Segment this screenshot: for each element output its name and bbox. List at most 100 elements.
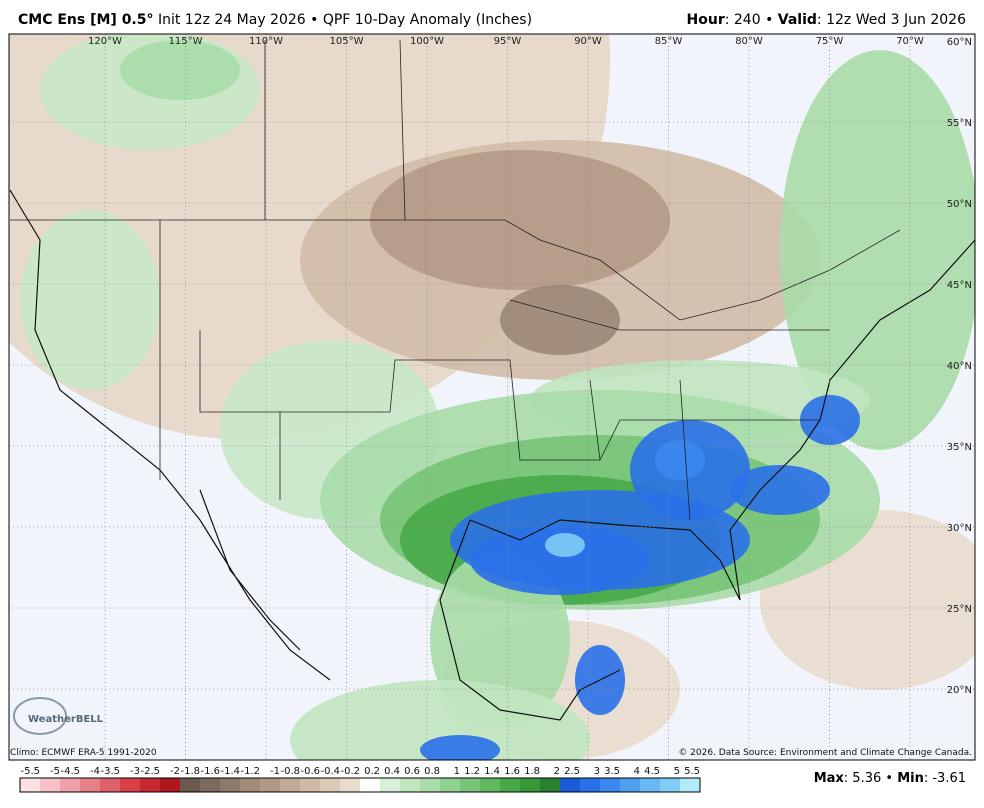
latitude-label: 50°N bbox=[947, 199, 972, 210]
title-part: Max bbox=[813, 771, 844, 786]
colorbar-label: -2.5 bbox=[140, 766, 160, 777]
colorbar-label: 1.6 bbox=[504, 766, 520, 777]
latitude-label: 55°N bbox=[947, 118, 972, 129]
colorbar-swatch bbox=[320, 778, 340, 792]
longitude-label: 115°W bbox=[169, 36, 203, 47]
colorbar-label: -5.5 bbox=[20, 766, 40, 777]
anomaly-area bbox=[800, 395, 860, 445]
colorbar-label: -4.5 bbox=[60, 766, 80, 777]
longitude-label: 80°W bbox=[735, 36, 763, 47]
colorbar-frame bbox=[19, 777, 701, 793]
colorbar-swatch bbox=[240, 778, 260, 792]
colorbar-label: -1.6 bbox=[200, 766, 220, 777]
latitude-label: 25°N bbox=[947, 604, 972, 615]
colorbar-swatch bbox=[120, 778, 140, 792]
colorbar-label: -1.2 bbox=[240, 766, 260, 777]
colorbar-label: 3.5 bbox=[604, 766, 620, 777]
colorbar-label: 3 bbox=[594, 766, 600, 777]
colorbar-label: 0.6 bbox=[404, 766, 420, 777]
colorbar-swatch bbox=[60, 778, 80, 792]
climo-note: Climo: ECMWF ERA-5 1991-2020 bbox=[10, 748, 157, 758]
anomaly-area bbox=[730, 465, 830, 515]
colorbar-label: -0.8 bbox=[280, 766, 300, 777]
colorbar-swatch bbox=[300, 778, 320, 792]
anomaly-area bbox=[780, 50, 975, 450]
anomaly-area bbox=[420, 735, 500, 760]
colorbar-swatch bbox=[40, 778, 60, 792]
colorbar-swatch bbox=[480, 778, 500, 792]
colorbar-swatch bbox=[440, 778, 460, 792]
colorbar-swatch bbox=[280, 778, 300, 792]
anomaly-area bbox=[20, 210, 160, 390]
colorbar-swatch bbox=[520, 778, 540, 792]
colorbar-label: -2 bbox=[170, 766, 180, 777]
stats: Max: 5.36 • Min: -3.61 bbox=[814, 771, 966, 786]
colorbar-label: 4.5 bbox=[644, 766, 660, 777]
title-part: : 12z Wed 3 Jun 2026 bbox=[816, 12, 966, 28]
longitude-label: 100°W bbox=[410, 36, 444, 47]
colorbar-swatch bbox=[180, 778, 200, 792]
colorbar-swatch bbox=[100, 778, 120, 792]
colorbar-label: -4 bbox=[90, 766, 100, 777]
copyright: © 2026. Data Source: Environment and Cli… bbox=[678, 748, 972, 758]
latitude-label: 30°N bbox=[947, 523, 972, 534]
colorbar-swatch bbox=[200, 778, 220, 792]
colorbar-label: 0.2 bbox=[364, 766, 380, 777]
colorbar-label: 1.8 bbox=[524, 766, 540, 777]
logo: WeatherBELL bbox=[28, 714, 104, 725]
colorbar-label: -3.5 bbox=[100, 766, 120, 777]
colorbar-label: 2 bbox=[554, 766, 560, 777]
colorbar-swatch bbox=[80, 778, 100, 792]
colorbar-swatch bbox=[540, 778, 560, 792]
longitude-label: 75°W bbox=[816, 36, 844, 47]
logo-mark bbox=[13, 697, 67, 735]
colorbar-swatch bbox=[400, 778, 420, 792]
colorbar-label: 1 bbox=[454, 766, 460, 777]
colorbar-label: 1.2 bbox=[464, 766, 480, 777]
colorbar-label: 5 bbox=[674, 766, 680, 777]
colorbar-label: -5 bbox=[50, 766, 60, 777]
colorbar-label: 4 bbox=[634, 766, 640, 777]
anomaly-area bbox=[545, 533, 585, 557]
title-part: CMC Ens [M] 0.5° bbox=[18, 12, 154, 28]
longitude-label: 85°W bbox=[655, 36, 683, 47]
colorbar-swatch bbox=[460, 778, 480, 792]
colorbar-label: 0.4 bbox=[384, 766, 400, 777]
colorbar-label: -1.4 bbox=[220, 766, 240, 777]
colorbar-swatch bbox=[160, 778, 180, 792]
anomaly-area bbox=[470, 525, 650, 595]
colorbar-label: 5.5 bbox=[684, 766, 700, 777]
title-part: Init 12z 24 May 2026 • QPF 10-Day Anomal… bbox=[153, 12, 533, 28]
colorbar-label: 2.5 bbox=[564, 766, 580, 777]
colorbar-label: -1.8 bbox=[180, 766, 200, 777]
latitude-label: 45°N bbox=[947, 280, 972, 291]
colorbar-swatch bbox=[560, 778, 580, 792]
colorbar-label: -1 bbox=[270, 766, 280, 777]
title-part: : -3.61 bbox=[923, 771, 966, 786]
longitude-label: 95°W bbox=[494, 36, 522, 47]
title-left: CMC Ens [M] 0.5° Init 12z 24 May 2026 • … bbox=[18, 12, 532, 28]
colorbar-swatch bbox=[20, 778, 40, 792]
colorbar-swatch bbox=[380, 778, 400, 792]
colorbar-swatch bbox=[600, 778, 620, 792]
longitude-label: 105°W bbox=[330, 36, 364, 47]
anomaly-area bbox=[290, 680, 590, 760]
anomaly-area bbox=[370, 150, 670, 290]
coastline bbox=[9, 189, 975, 721]
colorbar-label: 1.4 bbox=[484, 766, 500, 777]
colorbar-label: -0.6 bbox=[300, 766, 320, 777]
title-part: : 5.36 • bbox=[843, 771, 898, 786]
latitude-label: 35°N bbox=[947, 442, 972, 453]
colorbar-swatch bbox=[680, 778, 700, 792]
latitude-label: 40°N bbox=[947, 361, 972, 372]
longitude-label: 90°W bbox=[574, 36, 602, 47]
colorbar-label: 0.8 bbox=[424, 766, 440, 777]
longitude-label: 110°W bbox=[249, 36, 283, 47]
anomaly-area bbox=[500, 285, 620, 355]
anomaly-area bbox=[120, 40, 240, 100]
colorbar-swatch bbox=[260, 778, 280, 792]
